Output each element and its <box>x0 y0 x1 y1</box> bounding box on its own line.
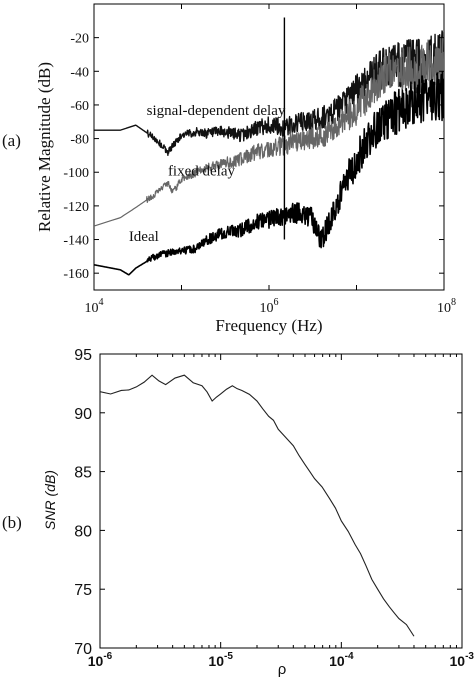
chart-a-y-tick-label: -160 <box>63 267 89 282</box>
chart-a-y-tick-label: -40 <box>70 65 89 80</box>
panel-label-a: (a) <box>2 131 21 150</box>
chart-b-y-tick-label: 90 <box>74 406 92 423</box>
chart-a-y-tick-label: -80 <box>70 133 89 148</box>
chart-a-annotation: signal-dependent delay <box>147 103 286 119</box>
chart-a-series-2 <box>94 37 444 227</box>
chart-b-x-tick-label: 10-6 <box>88 651 113 669</box>
chart-b-x-axis-label: ρ <box>278 661 287 678</box>
chart-b: 70 75 80 85 90 95 10-6 10-5 10-4 10-3 ρ SNR (dB) <box>42 347 474 678</box>
chart-a-annotation: Ideal <box>129 229 159 245</box>
chart-b-plot-frame <box>99 353 463 649</box>
chart-a-y-axis-label: Relative Magnitude (dB) <box>35 62 54 232</box>
chart-a-y-tick-label: -140 <box>63 234 89 249</box>
chart-b-x-tick-label: 10-5 <box>208 651 233 669</box>
chart-a: -160 -140 -120 -100 -80 -60 -40 -20 104 106 108 s… <box>35 3 456 335</box>
chart-b-y-tick-label: 95 <box>74 347 92 364</box>
chart-b-y-axis-label: SNR (dB) <box>42 470 58 530</box>
chart-b-y-tick-label: 75 <box>74 582 92 599</box>
chart-a-y-tick-label: -20 <box>70 32 89 47</box>
chart-a-x-axis-label: Frequency (Hz) <box>215 316 322 335</box>
chart-b-y-tick-label: 85 <box>74 465 92 482</box>
chart-a-y-tick-label: -100 <box>63 166 89 181</box>
chart-b-y-tick-label: 80 <box>74 523 92 540</box>
chart-a-x-tick-label: 108 <box>437 297 456 316</box>
chart-a-series-1 <box>94 30 444 156</box>
chart-a-x-tick-label: 104 <box>84 297 103 316</box>
chart-a-y-tick-label: -120 <box>63 200 89 215</box>
panel-label-b: (b) <box>2 513 22 532</box>
chart-a-x-tick-label: 106 <box>259 297 278 316</box>
chart-a-series-3 <box>94 71 444 276</box>
chart-a-y-tick-label: -60 <box>70 99 89 114</box>
chart-a-annotation: fixed delay <box>168 164 236 180</box>
chart-b-x-tick-label: 10-4 <box>329 651 354 669</box>
chart-b-x-tick-label: 10-3 <box>450 651 474 669</box>
chart-b-series-1 <box>100 374 415 637</box>
chart-b-y-tick-label: 70 <box>74 641 92 658</box>
